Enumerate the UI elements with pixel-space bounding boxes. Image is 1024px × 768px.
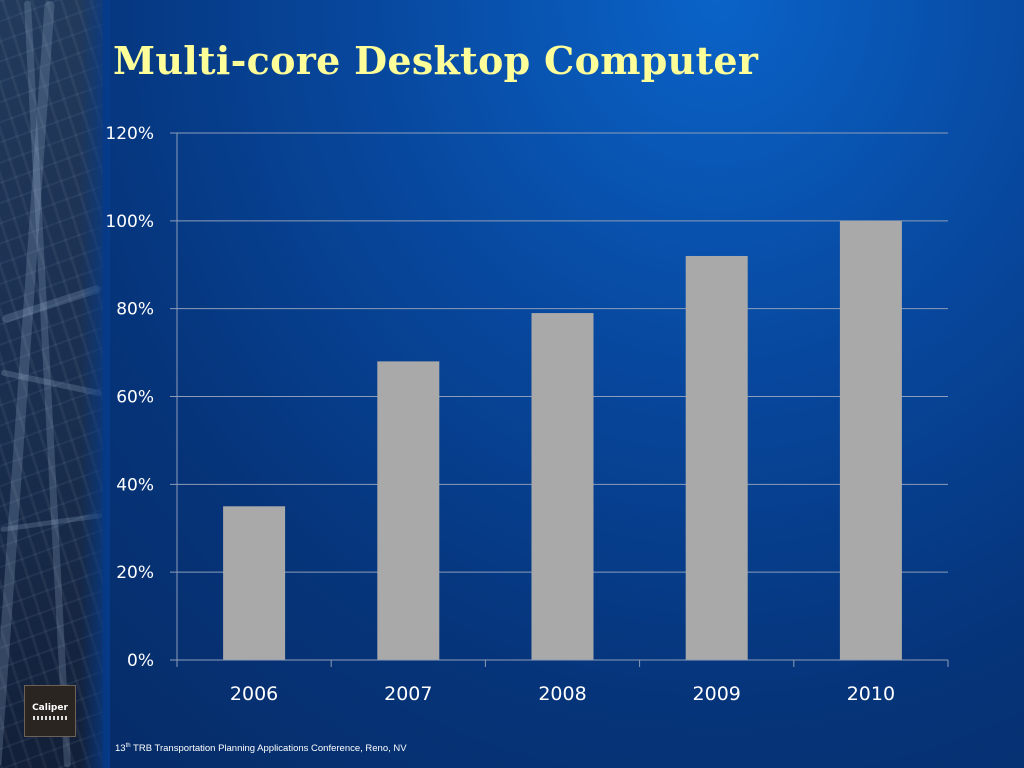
footer-text: 13th TRB Transportation Planning Applica…	[115, 743, 407, 754]
slide-title: Multi-core Desktop Computer	[113, 38, 759, 83]
caliper-logo: Caliper	[24, 685, 76, 737]
logo-bars	[33, 715, 67, 720]
y-tick-label: 120%	[105, 124, 154, 144]
y-tick-label: 80%	[116, 300, 154, 320]
x-tick-label: 2006	[230, 683, 278, 705]
y-tick-label: 100%	[105, 212, 154, 232]
sidebar-fade	[80, 0, 110, 768]
x-tick-label: 2008	[538, 683, 586, 705]
x-tick-label: 2007	[384, 683, 432, 705]
bar-2006	[223, 506, 286, 660]
bar-2008	[531, 313, 594, 660]
y-tick-label: 40%	[116, 475, 154, 495]
x-tick-label: 2009	[693, 683, 741, 705]
logo-text: Caliper	[32, 702, 68, 713]
footer-conference: TRB Transportation Planning Applications…	[130, 743, 407, 755]
bar-2010	[839, 220, 902, 661]
footer-superscript: th	[125, 743, 131, 749]
bar-2007	[377, 361, 440, 660]
footer-number: 13	[115, 743, 126, 755]
y-tick-label: 20%	[116, 563, 154, 583]
y-tick-label: 60%	[116, 388, 154, 408]
x-tick-label: 2010	[847, 683, 895, 705]
y-tick-label: 0%	[127, 651, 154, 671]
bar-2009	[685, 255, 748, 660]
